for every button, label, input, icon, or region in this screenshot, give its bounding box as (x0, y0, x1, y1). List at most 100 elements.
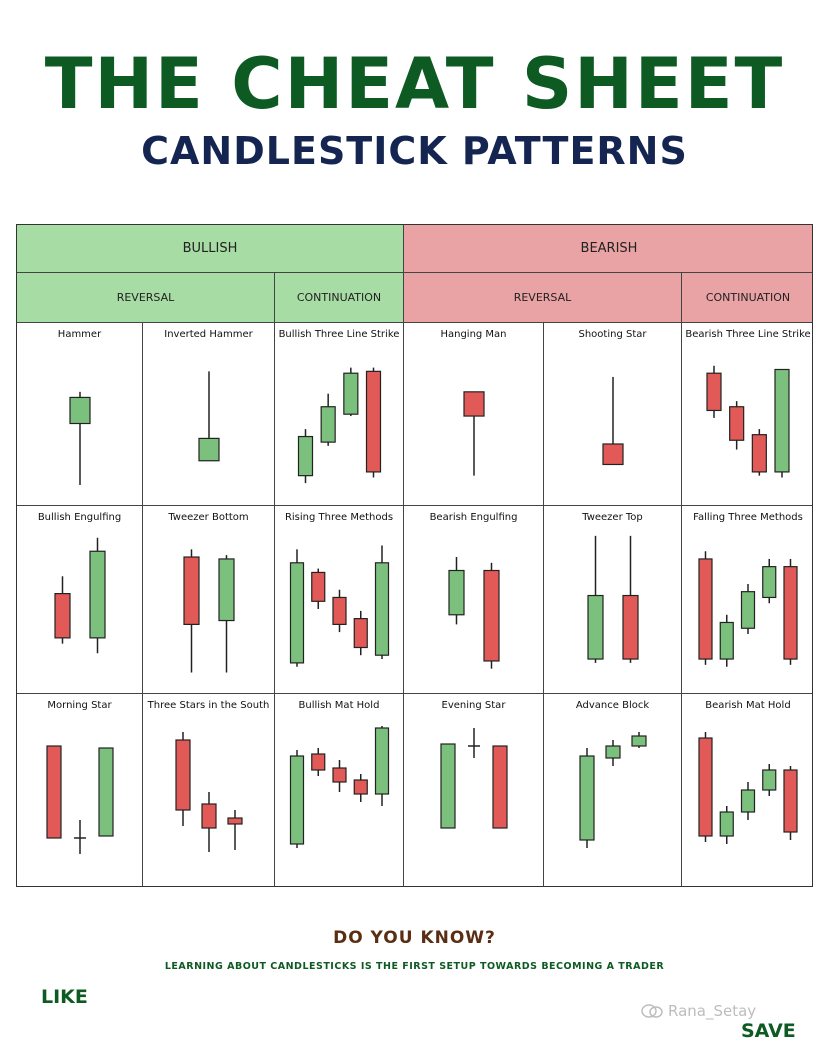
candle-body (751, 434, 767, 473)
pattern-cell: Rising Three Methods (275, 506, 404, 694)
candle-body (740, 591, 756, 629)
candle (622, 535, 639, 663)
candle-chart (698, 732, 798, 844)
candle (774, 368, 790, 478)
candle (89, 537, 106, 654)
candle-body (783, 769, 798, 833)
candle (631, 732, 647, 748)
cheat-sheet-grid: BULLISH BEARISH REVERSAL CONTINUATION RE… (16, 224, 813, 887)
candle-body (289, 562, 305, 664)
candle-chart (579, 732, 647, 848)
candle-body (374, 727, 390, 795)
page-subtitle: CANDLESTICK PATTERNS (141, 129, 688, 173)
candle (448, 557, 465, 625)
pattern-cell: Morning Star (17, 694, 143, 886)
candle-body (783, 566, 798, 660)
pattern-cell: Bullish Mat Hold (275, 694, 404, 886)
candle-body (353, 779, 368, 795)
candle (374, 545, 390, 660)
candle-chart (289, 726, 390, 848)
candle-body (719, 621, 734, 660)
candle (602, 376, 624, 466)
candle-body (587, 594, 604, 660)
pattern-cell: Hanging Man (404, 323, 544, 506)
pattern-name: Bullish Mat Hold (298, 700, 380, 711)
candle (201, 792, 217, 852)
header-bear-continuation: CONTINUATION (682, 273, 812, 323)
like-button[interactable]: LIKE (41, 986, 88, 1008)
candle-body (698, 737, 713, 837)
candle-body (365, 370, 382, 473)
candle (175, 732, 191, 826)
candle-body (631, 735, 647, 747)
candle-body (297, 435, 314, 477)
candle-body (774, 368, 790, 473)
pattern-cell: Three Stars in the South (143, 694, 275, 886)
chat-bubble-icon (641, 1004, 663, 1018)
pattern-name: Bullish Engulfing (37, 512, 122, 523)
candle (218, 555, 235, 673)
candle (374, 726, 390, 806)
candle-body (483, 569, 500, 662)
candle-body (374, 562, 390, 656)
candle (783, 766, 798, 840)
header-bull-continuation: CONTINUATION (275, 273, 404, 323)
candle-body (343, 372, 359, 415)
candle (751, 429, 767, 476)
pattern-cell: Bullish Three Line Strike (275, 323, 404, 506)
pattern-name: Bearish Three Line Strike (685, 329, 811, 340)
watermark: Rana_Setay (640, 1002, 756, 1020)
pattern-name: Hanging Man (440, 329, 507, 340)
candle (353, 610, 368, 656)
pattern-name: Rising Three Methods (284, 512, 394, 523)
pattern-name: Bearish Engulfing (429, 512, 518, 523)
did-you-know-fact: LEARNING ABOUT CANDLESTICKS IS THE FIRST… (164, 961, 665, 972)
candle-chart (175, 732, 243, 852)
pattern-name: Bullish Three Line Strike (278, 329, 400, 340)
candle-body (762, 566, 777, 599)
candle-chart (289, 545, 390, 667)
candle-body (201, 803, 217, 829)
candle-body (706, 372, 722, 412)
pattern-cell: Bearish Engulfing (404, 506, 544, 694)
candle (332, 589, 347, 633)
candle (440, 743, 456, 829)
candle-chart (69, 391, 91, 485)
candle-body (54, 592, 71, 639)
candle (492, 745, 508, 829)
pattern-name: Tweezer Top (582, 512, 643, 523)
pattern-cell: Inverted Hammer (143, 323, 275, 506)
candle-body (762, 769, 777, 791)
candle-body (602, 443, 624, 466)
candle-body (98, 747, 114, 837)
candle-body (198, 437, 220, 462)
candle-body (579, 755, 595, 841)
header-bear-reversal: REVERSAL (404, 273, 682, 323)
candle (719, 806, 734, 844)
candle (289, 750, 305, 848)
pattern-name: Inverted Hammer (164, 329, 253, 340)
pattern-cell: Falling Three Methods (682, 506, 812, 694)
candle (587, 535, 604, 663)
candle-body (218, 558, 235, 622)
candle (579, 748, 595, 848)
page-title: THE CHEAT SHEET (44, 43, 785, 125)
candle-body (440, 743, 456, 829)
candle (762, 764, 777, 796)
candle (69, 391, 91, 485)
pattern-cell: Advance Block (544, 694, 682, 886)
header-bearish: BEARISH (404, 225, 812, 273)
candle-body (175, 739, 191, 811)
candle (698, 551, 713, 665)
pattern-name: Hammer (57, 329, 102, 340)
candle-chart (183, 549, 235, 673)
candle (740, 583, 756, 635)
pattern-cell: Bullish Engulfing (17, 506, 143, 694)
header-bull-reversal: REVERSAL (17, 273, 275, 323)
pattern-name: Falling Three Methods (693, 512, 803, 523)
candle (227, 810, 243, 850)
save-button[interactable]: SAVE (741, 1020, 796, 1042)
candle (74, 820, 86, 854)
pattern-name: Shooting Star (578, 329, 647, 340)
candle-chart (297, 367, 382, 484)
